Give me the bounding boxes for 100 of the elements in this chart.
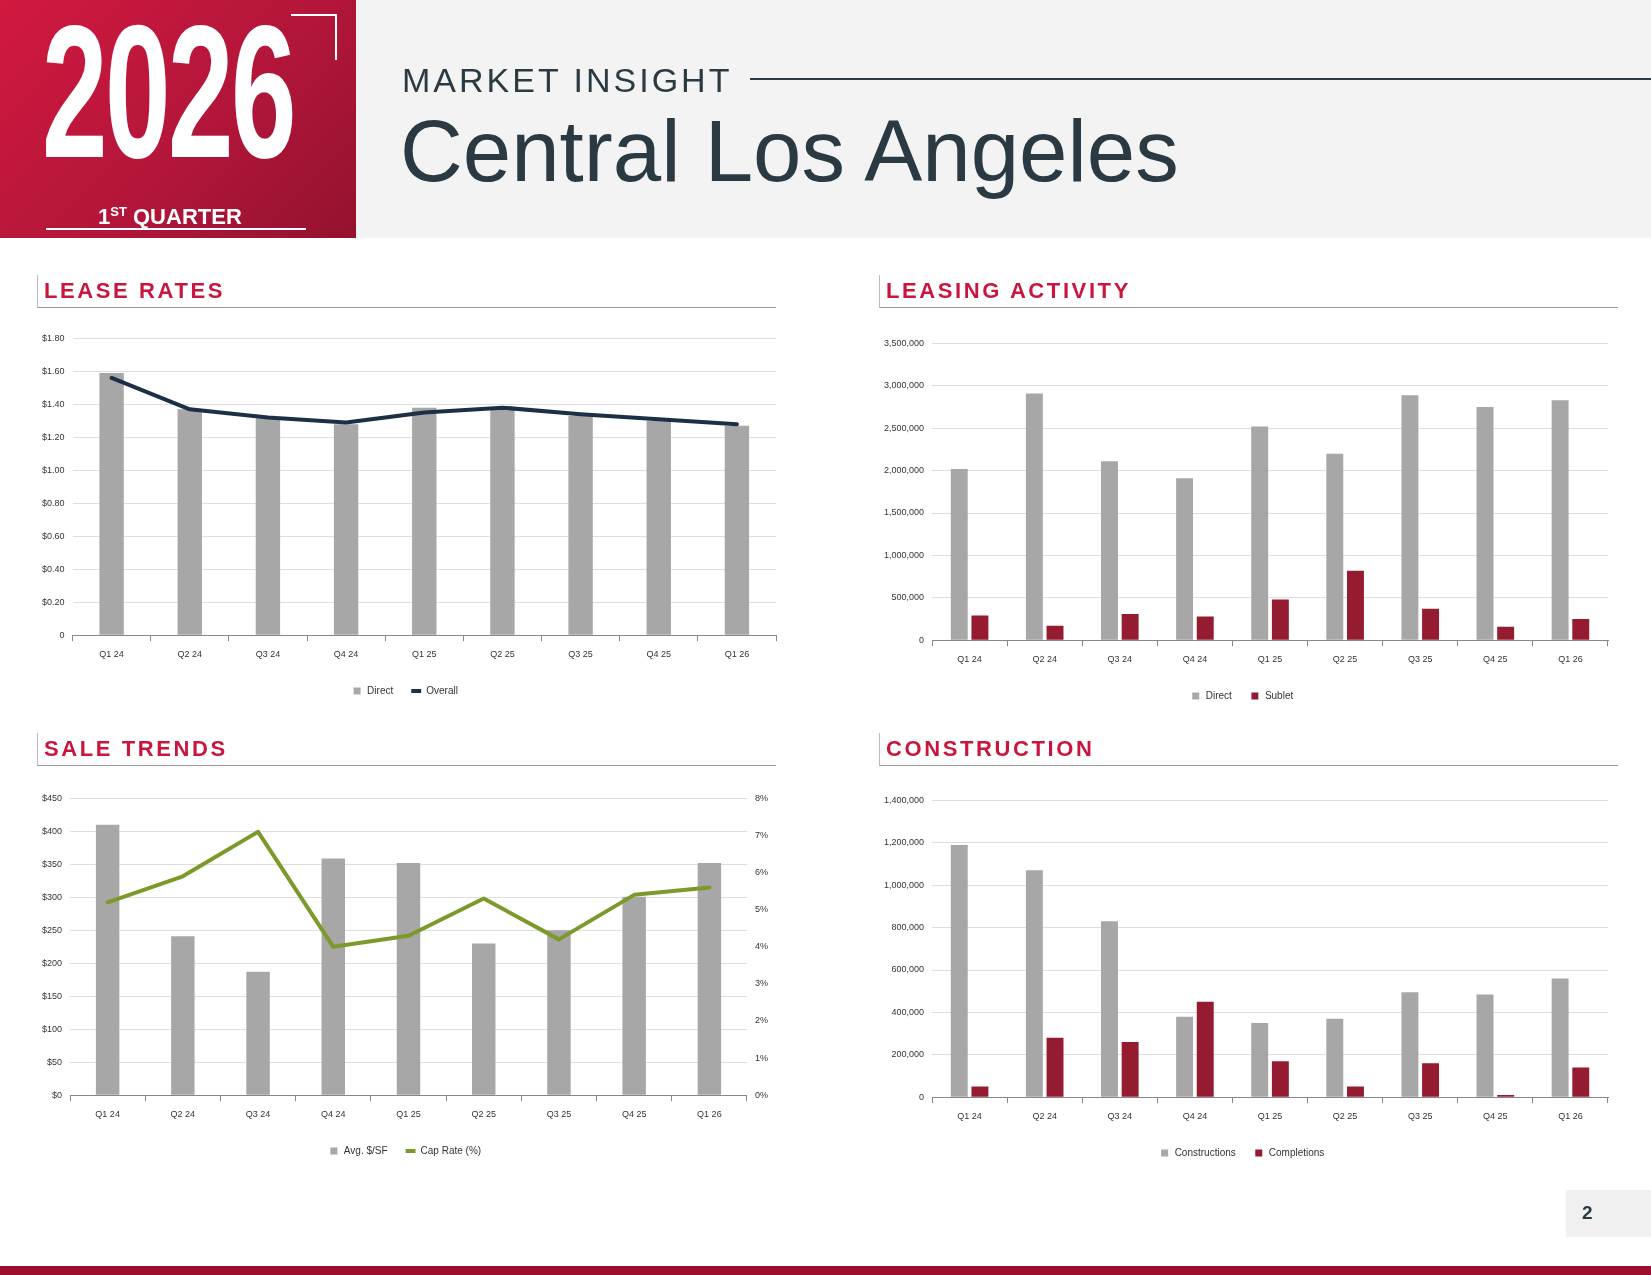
y-tick-label: 0 — [919, 634, 925, 645]
bar — [255, 417, 281, 635]
y2-tick-label: 0% — [754, 1089, 769, 1100]
bar — [1101, 461, 1118, 640]
x-tick-label: Q3 24 — [255, 649, 281, 660]
bar — [396, 863, 421, 1095]
y-tick-label: 1,200,000 — [883, 837, 925, 848]
x-tick-label: Q1 24 — [957, 654, 982, 665]
x-tick-label: Q1 25 — [412, 649, 437, 660]
bar — [1422, 608, 1440, 640]
x-tick-label: Q3 25 — [1407, 654, 1433, 665]
bar — [321, 858, 346, 1095]
text: Central Los Angeles — [400, 102, 1179, 199]
y-tick-label: $0.60 — [41, 530, 65, 541]
bar — [1551, 978, 1569, 1097]
bar — [1326, 453, 1344, 640]
bar — [99, 373, 124, 635]
bar — [1401, 395, 1419, 640]
bar — [646, 420, 671, 635]
x-tick-label: Q1 25 — [396, 1109, 421, 1120]
y-tick-label: $0.20 — [41, 596, 65, 607]
bar — [1271, 599, 1289, 640]
bar — [1271, 1061, 1289, 1097]
bar — [1422, 1063, 1440, 1097]
legend-label: Direct — [367, 684, 394, 696]
y-tick-label: $400 — [41, 825, 63, 836]
y-tick-label: 400,000 — [891, 1006, 925, 1017]
y-tick-label: 3,000,000 — [883, 380, 925, 391]
bar — [1551, 400, 1569, 640]
bar — [1251, 1023, 1269, 1097]
x-tick-label: Q4 24 — [321, 1109, 346, 1120]
x-tick-label: Q2 24 — [1032, 654, 1057, 665]
chart-title: LEASE RATES — [44, 278, 225, 304]
chart-title: CONSTRUCTION — [886, 736, 1095, 762]
bar — [1346, 570, 1364, 640]
bar — [1497, 626, 1515, 640]
x-tick-label: Q1 26 — [1558, 1111, 1583, 1122]
legend-label: Sublet — [1264, 689, 1294, 701]
x-tick-label: Q1 24 — [99, 649, 124, 660]
y-tick-label: $200 — [41, 957, 63, 968]
text: MARKET INSIGHT — [402, 61, 733, 99]
x-tick-label: Q1 25 — [1257, 1111, 1283, 1122]
y-tick-label: $50 — [46, 1056, 63, 1067]
x-tick-label: Q4 25 — [621, 1109, 647, 1120]
legend-label: Overall — [426, 684, 458, 696]
y-tick-label: $150 — [41, 990, 63, 1001]
bar — [95, 824, 120, 1095]
x-tick-label: Q3 25 — [546, 1109, 572, 1120]
y-tick-label: 1,400,000 — [883, 794, 925, 805]
y-tick-label: 1,000,000 — [883, 549, 925, 560]
x-tick-label: Q3 24 — [1107, 654, 1133, 665]
bar — [1101, 921, 1118, 1097]
bar — [333, 424, 359, 635]
bar — [1046, 1037, 1064, 1097]
bar — [1572, 1067, 1590, 1097]
y-tick-label: $350 — [41, 858, 63, 869]
legend-label: Cap Rate (%) — [420, 1144, 482, 1156]
y2-tick-label: 6% — [754, 867, 769, 878]
text: 1$^{ST}$ QUARTER — [98, 203, 242, 231]
bar — [171, 936, 195, 1095]
y-tick-label: $1.60 — [41, 365, 65, 376]
x-tick-label: Q2 24 — [177, 649, 203, 660]
bar — [177, 409, 202, 635]
bar — [950, 844, 968, 1097]
x-tick-label: Q2 25 — [1332, 654, 1358, 665]
bar — [1176, 1016, 1194, 1097]
bar — [971, 615, 989, 640]
y-tick-label: $0 — [52, 1089, 63, 1100]
y-tick-label: 2,000,000 — [883, 465, 925, 476]
legend-label: Constructions — [1174, 1146, 1236, 1158]
legend-label: Completions — [1268, 1146, 1325, 1158]
y-tick-label: $1.40 — [41, 398, 65, 409]
y-tick-label: 500,000 — [891, 592, 925, 603]
y-tick-label: $1.20 — [41, 431, 65, 442]
y-tick-label: 800,000 — [891, 922, 925, 933]
y-tick-label: 3,500,000 — [883, 337, 925, 348]
bar — [1346, 1086, 1364, 1097]
y-tick-label: 200,000 — [891, 1049, 925, 1060]
bar — [547, 930, 571, 1095]
y-tick-label: 0 — [919, 1091, 925, 1102]
bar — [568, 415, 593, 635]
y2-tick-label: 7% — [754, 829, 769, 840]
chart-title: SALE TRENDS — [44, 736, 228, 762]
x-tick-label: Q3 24 — [1107, 1111, 1133, 1122]
x-tick-label: Q3 25 — [1407, 1111, 1433, 1122]
y-tick-label: 600,000 — [891, 964, 925, 975]
bar — [1121, 613, 1139, 640]
bar — [246, 971, 270, 1095]
x-tick-label: Q1 26 — [724, 649, 750, 660]
bar — [1251, 426, 1269, 640]
y-tick-label: $0.40 — [41, 563, 65, 574]
x-tick-label: Q4 25 — [1483, 1111, 1508, 1122]
y-tick-label: 1,000,000 — [883, 879, 925, 890]
bar — [1196, 1001, 1214, 1097]
legend-label: Avg. $/SF — [343, 1144, 388, 1156]
x-tick-label: Q1 25 — [1257, 654, 1283, 665]
bar — [697, 863, 722, 1095]
bar — [1121, 1042, 1139, 1097]
bar — [412, 407, 437, 635]
y-tick-label: $250 — [41, 924, 63, 935]
